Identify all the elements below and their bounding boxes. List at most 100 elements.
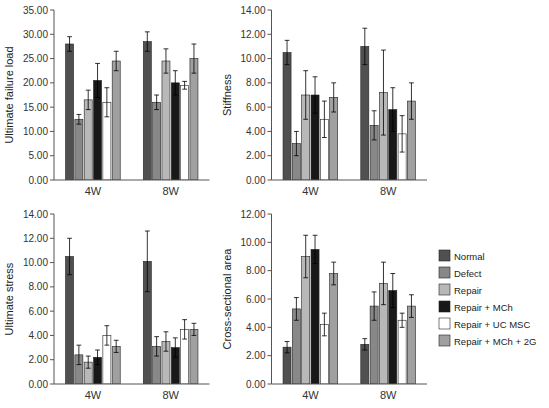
y-tick-label: 4.00	[246, 322, 266, 333]
bars	[283, 28, 415, 180]
legend-swatch	[439, 318, 450, 329]
y-tick-label: 2.00	[246, 350, 266, 361]
x-tick-label: 4W	[85, 389, 102, 401]
legend-label: Repair + MCh	[454, 302, 513, 313]
subplot: 0.002.004.006.008.0010.0012.0014.004W8WU…	[3, 209, 210, 402]
error-bar	[95, 350, 100, 365]
error-bar	[164, 332, 169, 351]
y-tick-label: 10.00	[23, 257, 48, 268]
y-tick-label: 5.00	[29, 150, 49, 161]
y-tick	[268, 214, 272, 215]
bar	[171, 83, 179, 180]
bar	[311, 249, 319, 384]
y-tick-label: 10.00	[240, 237, 265, 248]
y-tick	[50, 155, 54, 156]
error-bar	[381, 262, 386, 305]
y-axis-line	[271, 10, 272, 180]
error-bar	[114, 51, 119, 70]
error-bar	[313, 77, 318, 113]
error-bar	[76, 345, 81, 364]
y-axis-line	[54, 214, 55, 384]
y-tick	[50, 214, 54, 215]
y-tick-label: 0.00	[246, 175, 266, 186]
error-bar	[86, 90, 91, 109]
y-tick	[50, 82, 54, 83]
y-tick-label: 10.00	[240, 53, 265, 64]
error-bar	[390, 88, 395, 132]
y-tick	[50, 34, 54, 35]
bar	[153, 102, 161, 180]
error-bar	[154, 337, 159, 356]
subplot: 0.005.0010.0015.0020.0025.0030.0035.004W…	[3, 5, 210, 198]
error-bar	[362, 339, 367, 350]
y-tick	[50, 311, 54, 312]
error-bar	[67, 238, 72, 274]
y-tick-label: 2.00	[29, 354, 49, 365]
y-tick	[50, 238, 54, 239]
y-tick	[50, 10, 54, 11]
y-axis-label: Ultimate stress	[3, 262, 15, 335]
error-bar	[409, 295, 414, 318]
error-bar	[154, 95, 159, 110]
y-tick	[268, 242, 272, 243]
y-tick	[50, 335, 54, 336]
legend-label: Defect	[454, 268, 482, 279]
x-axis-line	[272, 384, 428, 385]
error-bar	[294, 131, 299, 155]
error-bar	[67, 37, 72, 52]
x-axis-line	[54, 384, 210, 385]
x-tick-label: 4W	[85, 185, 102, 197]
error-bar	[192, 323, 197, 335]
error-bar	[400, 313, 405, 327]
y-tick-label: 8.00	[246, 265, 266, 276]
y-tick	[268, 131, 272, 132]
error-bar	[173, 338, 178, 357]
y-tick	[50, 58, 54, 59]
x-tick-label: 4W	[302, 185, 319, 197]
y-tick-label: 0.00	[29, 379, 49, 390]
y-tick-label: 10.00	[23, 126, 48, 137]
error-bar	[104, 326, 109, 345]
x-tick-label: 8W	[162, 185, 179, 197]
legend-label: Repair	[454, 285, 482, 296]
error-bar	[303, 235, 308, 278]
x-tick-label: 8W	[380, 389, 397, 401]
y-tick-label: 15.00	[23, 102, 48, 113]
bar	[84, 100, 92, 180]
y-tick-label: 12.00	[23, 233, 48, 244]
error-bar	[95, 63, 100, 97]
y-tick	[268, 34, 272, 35]
legend-label: Normal	[454, 251, 485, 262]
error-bar	[164, 49, 169, 73]
error-bar	[400, 116, 405, 152]
y-tick-label: 35.00	[23, 5, 48, 16]
bar	[190, 329, 198, 384]
error-bar	[285, 342, 290, 353]
legend-label: Repair + MCh + 2G	[454, 336, 536, 347]
error-bar	[173, 71, 178, 95]
legend-swatch	[439, 250, 450, 261]
y-tick-label: 12.00	[240, 209, 265, 220]
y-tick	[50, 286, 54, 287]
y-tick	[268, 107, 272, 108]
y-tick-label: 4.00	[246, 126, 266, 137]
error-bar	[104, 88, 109, 117]
bar	[66, 44, 74, 180]
y-tick	[50, 262, 54, 263]
bars	[66, 32, 198, 180]
bar	[361, 46, 369, 180]
bar	[330, 274, 338, 385]
error-bar	[390, 274, 395, 308]
y-tick-label: 30.00	[23, 29, 48, 40]
error-bar	[322, 313, 327, 336]
bars	[283, 235, 415, 384]
y-axis-label: Cross-sectional area	[221, 248, 233, 350]
y-tick	[50, 359, 54, 360]
error-bar	[192, 44, 197, 73]
x-tick-label: 8W	[162, 389, 179, 401]
y-tick-label: 25.00	[23, 53, 48, 64]
error-bar	[409, 83, 414, 119]
error-bar	[86, 356, 91, 368]
y-tick	[268, 10, 272, 11]
bar	[112, 61, 120, 180]
